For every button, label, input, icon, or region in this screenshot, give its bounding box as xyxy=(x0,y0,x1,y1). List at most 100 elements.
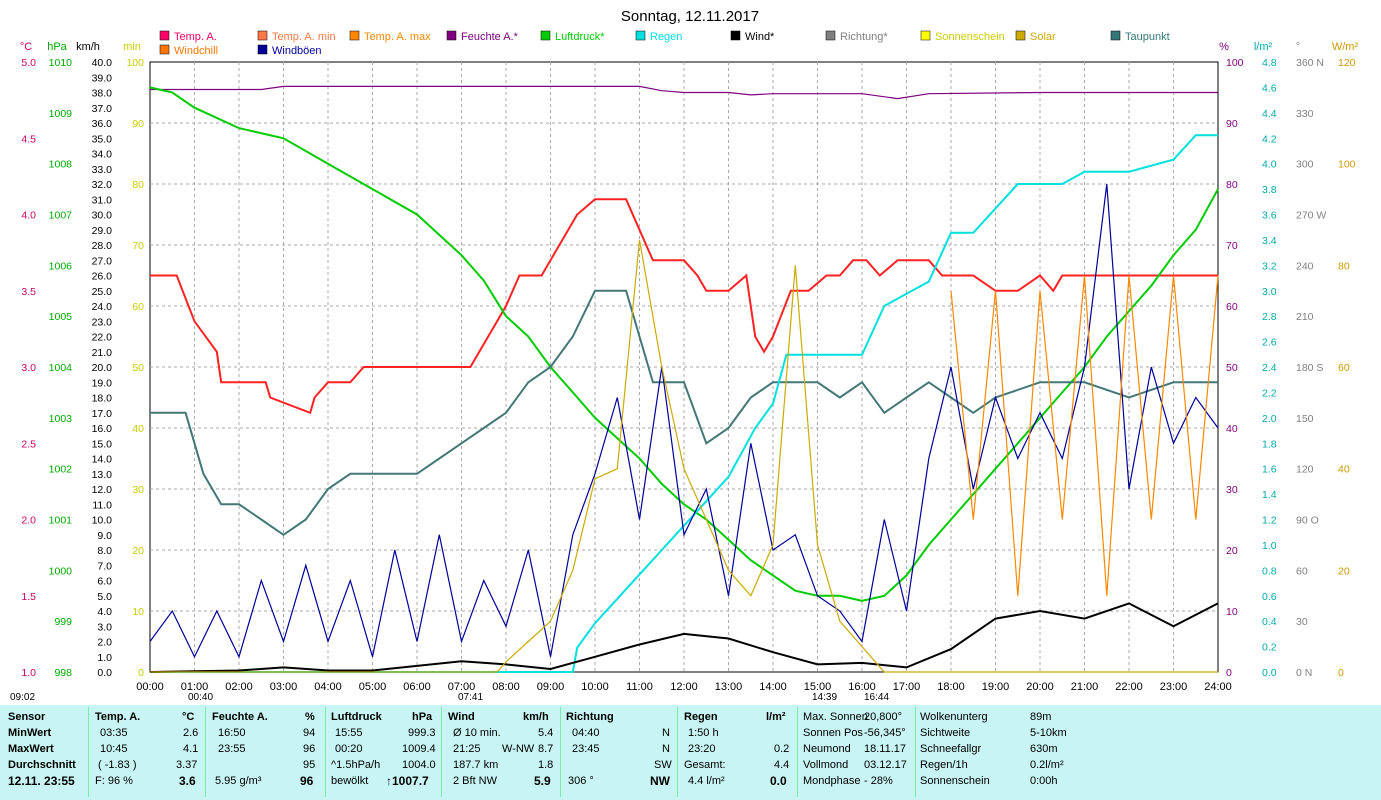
rain-max-value: 0.2 xyxy=(774,743,790,755)
x-tick-label: 21:00 xyxy=(1071,681,1099,693)
hdr-press: Luftdruck xyxy=(331,711,382,723)
axis-unit-label: ° xyxy=(1296,41,1300,53)
percent-tick-label: 80 xyxy=(132,179,144,191)
axis-unit-label: °C xyxy=(20,41,32,53)
weather-value: 630m xyxy=(1030,743,1058,755)
legend-label: Richtung* xyxy=(840,31,888,43)
dir-max-time: 23:45 xyxy=(572,743,600,755)
wind-tick-label: 20.0 xyxy=(92,362,113,374)
x-tick-label: 06:00 xyxy=(403,681,431,693)
temp-tick-label: 3.0 xyxy=(21,362,36,374)
humidity-tick-label: 80 xyxy=(1226,179,1238,191)
wind-tick-label: 4.0 xyxy=(97,606,112,618)
wind-tick-label: 39.0 xyxy=(92,72,113,84)
direction-tick-label: 150 xyxy=(1296,413,1314,425)
rain-tick-label: 2.0 xyxy=(1262,413,1277,425)
astro-value: 20,800° xyxy=(864,711,903,723)
series-line xyxy=(150,85,1218,100)
direction-tick-label: 330 xyxy=(1296,108,1314,120)
wind-tick-label: 19.0 xyxy=(92,377,113,389)
astro-value: 18.11.17 xyxy=(864,743,907,755)
axis-unit-label: W/m² xyxy=(1332,41,1359,53)
wind-tick-label: 1.0 xyxy=(97,652,112,664)
astro-value: -56,345° xyxy=(864,727,906,739)
humidity-tick-label: 70 xyxy=(1226,240,1238,252)
weather-value: 0.2l/m² xyxy=(1030,759,1064,771)
x-tick-label: 24:00 xyxy=(1204,681,1232,693)
temp-tick-label: 1.5 xyxy=(21,591,36,603)
hum-min-value: 94 xyxy=(303,727,316,739)
x-tick-label: 08:00 xyxy=(492,681,520,693)
rain-tick-label: 4.0 xyxy=(1262,159,1277,171)
rain-total-value: 4.4 xyxy=(774,759,790,771)
legend-label: Temp. A. max xyxy=(364,31,431,43)
wind-tick-label: 29.0 xyxy=(92,225,113,237)
percent-tick-label: 0 xyxy=(138,667,144,679)
series-line xyxy=(150,239,1218,673)
x-tick-label: 01:00 xyxy=(181,681,209,693)
percent-tick-label: 70 xyxy=(132,240,144,252)
wind-tick-label: 32.0 xyxy=(92,179,113,191)
x-tick-label: 23:00 xyxy=(1160,681,1188,693)
hdr-dir: Richtung xyxy=(566,711,614,723)
pressure-tick-label: 1002 xyxy=(49,464,73,476)
press-min-time: 15:55 xyxy=(335,727,363,739)
wind-tick-label: 30.0 xyxy=(92,210,113,222)
solar-tick-label: 100 xyxy=(1338,159,1356,171)
legend-label: Solar xyxy=(1030,31,1056,43)
wind-tick-label: 26.0 xyxy=(92,271,113,283)
x-tick-label: 18:00 xyxy=(937,681,965,693)
legend-label: Sonnenschein xyxy=(935,31,1005,43)
rain-tick-label: 2.8 xyxy=(1262,311,1277,323)
astro-value: - 28% xyxy=(864,775,893,787)
wind-tick-label: 18.0 xyxy=(92,393,113,405)
row-min: MinWert xyxy=(8,727,52,739)
press-trend: ^1.5hPa/h xyxy=(331,759,381,771)
weather-value: 5-10km xyxy=(1030,727,1067,739)
wind-tick-label: 15.0 xyxy=(92,438,113,450)
hum-max-value: 96 xyxy=(303,743,316,755)
series-line xyxy=(149,86,1219,602)
weather-label: Sonnenschein xyxy=(920,775,990,787)
pressure-tick-label: 1005 xyxy=(49,311,73,323)
x-tick-label: 10:00 xyxy=(581,681,609,693)
direction-tick-label: 30 xyxy=(1296,616,1308,628)
pressure-tick-label: 998 xyxy=(54,667,72,679)
wind-tick-label: 35.0 xyxy=(92,133,113,145)
wind-avg10-value: 5.4 xyxy=(538,727,554,739)
legend-label: Feuchte A.* xyxy=(461,31,519,43)
weather-value: 0:00h xyxy=(1030,775,1058,787)
temp-max-time: 10:45 xyxy=(100,743,128,755)
direction-tick-label: 300 xyxy=(1296,159,1314,171)
wind-distance: 187.7 km xyxy=(453,759,499,771)
wind-tick-label: 0.0 xyxy=(97,667,112,679)
legend-swatch xyxy=(349,30,360,41)
rain-now-value: 0.0 xyxy=(770,774,787,788)
wind-now-value: 5.9 xyxy=(534,774,551,788)
weather-label: Regen/1h xyxy=(920,759,968,771)
astro-label: Mondphase xyxy=(803,775,861,787)
x-tick-label: 17:00 xyxy=(893,681,921,693)
temp-avg-extra: ( -1.83 ) xyxy=(98,759,137,771)
series-line xyxy=(150,198,1218,415)
wind-tick-label: 37.0 xyxy=(92,103,113,115)
legend-swatch xyxy=(920,30,931,41)
pressure-tick-label: 999 xyxy=(54,616,72,628)
hdr-press-unit: hPa xyxy=(412,711,433,723)
row-max: MaxWert xyxy=(8,743,54,755)
direction-tick-label: 240 xyxy=(1296,260,1314,272)
legend: Temp. A. Temp. A. min Temp. A. max Feuchte … xyxy=(159,30,1170,57)
hdr-temp-unit: °C xyxy=(182,711,195,723)
rain-tick-label: 1.8 xyxy=(1262,438,1277,450)
temp-min-value: 2.6 xyxy=(183,727,199,739)
pressure-tick-label: 1003 xyxy=(49,413,73,425)
direction-tick-label: 270 W xyxy=(1296,210,1326,222)
pressure-tick-label: 1007 xyxy=(49,210,73,222)
humidity-tick-label: 30 xyxy=(1226,484,1238,496)
hdr-wind: Wind xyxy=(448,711,475,723)
wind-tick-label: 27.0 xyxy=(92,255,113,267)
hdr-rain-unit: l/m² xyxy=(766,711,786,723)
axis-unit-labels: °C hPa km/h min% l/m² ° W/m² xyxy=(20,41,1359,53)
hum-avg-value: 95 xyxy=(303,759,316,771)
legend-swatch xyxy=(825,30,836,41)
